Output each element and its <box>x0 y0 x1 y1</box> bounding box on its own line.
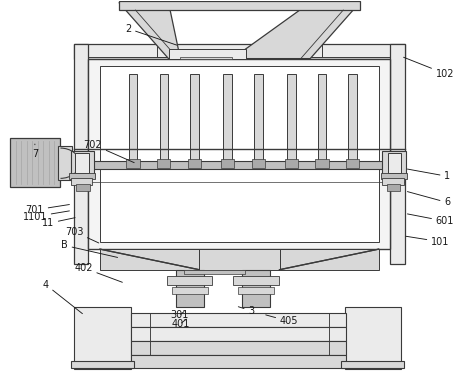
Bar <box>74 44 405 58</box>
Bar <box>88 58 391 249</box>
Text: 6: 6 <box>407 192 450 207</box>
Bar <box>131 355 346 368</box>
Bar <box>172 286 208 294</box>
Bar <box>129 74 137 161</box>
Bar <box>242 270 270 307</box>
Bar <box>188 159 201 168</box>
Polygon shape <box>100 249 199 270</box>
Bar <box>345 307 401 369</box>
Bar <box>74 44 88 264</box>
Bar <box>318 74 326 161</box>
Text: 402: 402 <box>74 263 122 282</box>
Bar <box>160 74 168 161</box>
Bar <box>184 270 245 274</box>
Bar <box>252 159 265 168</box>
Bar <box>131 341 346 355</box>
Bar <box>285 159 298 168</box>
Bar <box>71 178 92 185</box>
Bar <box>199 249 280 270</box>
Text: 101: 101 <box>406 236 449 247</box>
Bar <box>100 66 379 242</box>
Text: 1: 1 <box>408 169 450 181</box>
Bar <box>157 159 171 168</box>
Bar <box>383 178 404 185</box>
Bar <box>388 153 401 173</box>
Bar <box>180 57 232 59</box>
Text: 102: 102 <box>403 57 454 78</box>
Text: 7: 7 <box>32 144 38 159</box>
Bar <box>223 74 232 161</box>
Text: 4: 4 <box>43 280 82 314</box>
Bar <box>238 286 274 294</box>
Bar <box>74 161 405 169</box>
Bar <box>71 361 134 368</box>
Bar <box>383 151 406 175</box>
Bar <box>190 74 199 161</box>
Text: B: B <box>61 240 118 257</box>
Bar <box>69 173 95 179</box>
Bar <box>254 74 263 161</box>
Text: 1101: 1101 <box>23 211 69 222</box>
Bar <box>71 151 94 175</box>
Bar <box>75 153 89 173</box>
Bar <box>391 44 405 264</box>
Text: 703: 703 <box>65 226 99 243</box>
Bar <box>58 146 72 180</box>
Bar <box>10 138 60 187</box>
Bar <box>287 74 296 161</box>
Polygon shape <box>119 3 180 58</box>
Bar <box>381 173 407 179</box>
Polygon shape <box>232 3 360 58</box>
Bar <box>346 159 359 168</box>
Bar <box>167 276 212 285</box>
Bar <box>341 361 404 368</box>
Polygon shape <box>280 249 379 270</box>
Bar <box>221 159 234 168</box>
Bar <box>131 313 346 327</box>
Bar <box>175 270 204 307</box>
Bar <box>233 276 279 285</box>
Bar <box>169 49 246 58</box>
Bar <box>127 159 140 168</box>
Text: 701: 701 <box>26 204 69 215</box>
Text: 702: 702 <box>83 140 134 163</box>
Text: 3: 3 <box>238 306 254 316</box>
Bar <box>76 184 90 191</box>
Bar <box>131 327 346 341</box>
Bar <box>315 159 328 168</box>
Text: 2: 2 <box>125 24 177 45</box>
Text: 301: 301 <box>170 310 189 320</box>
Bar <box>387 184 401 191</box>
Text: 405: 405 <box>266 315 298 326</box>
Text: 11: 11 <box>42 217 75 228</box>
Text: 401: 401 <box>171 319 190 329</box>
Text: 601: 601 <box>408 214 454 226</box>
Bar <box>150 313 329 355</box>
Bar <box>119 1 360 10</box>
Bar <box>348 74 357 161</box>
Bar <box>74 307 131 369</box>
